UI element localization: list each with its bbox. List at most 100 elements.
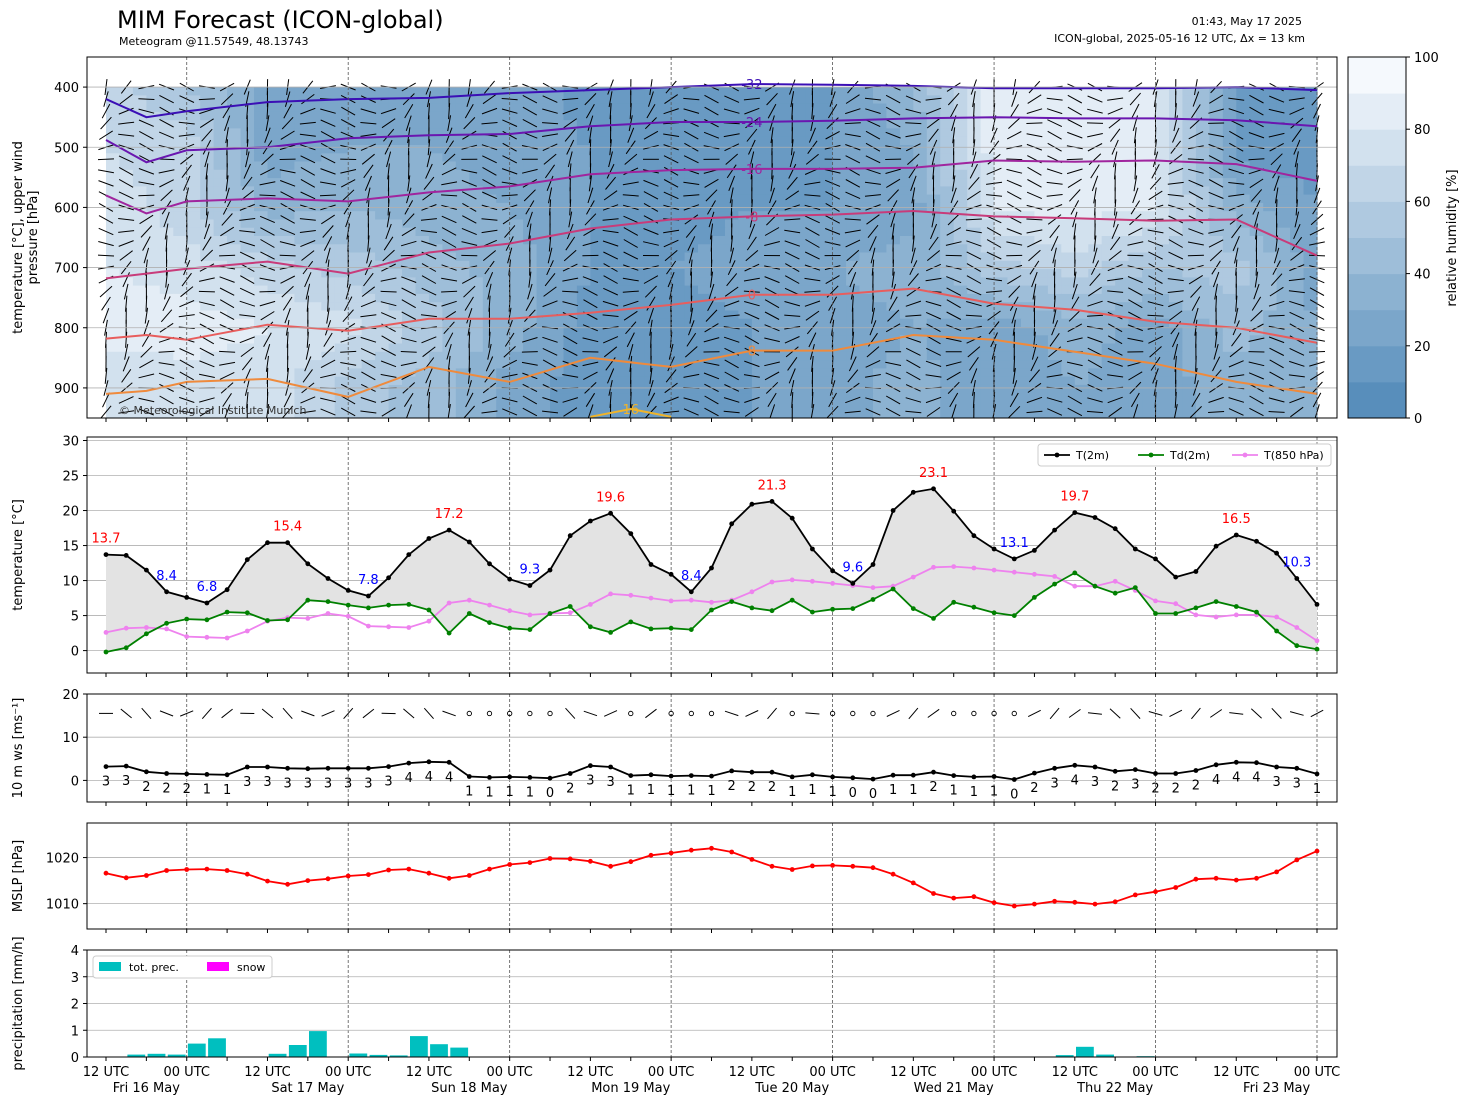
wind-barb — [142, 236, 151, 251]
humidity-cell — [738, 302, 753, 312]
humidity-cell — [1007, 252, 1022, 262]
humidity-cell — [980, 161, 995, 171]
humidity-cell — [778, 384, 793, 394]
humidity-cell — [846, 211, 861, 221]
humidity-cell — [469, 327, 484, 336]
humidity-cell — [213, 128, 228, 138]
humidity-cell — [1101, 376, 1116, 386]
wind-barb — [401, 287, 417, 296]
humidity-cell — [671, 327, 686, 336]
wind-barb — [441, 277, 458, 282]
humidity-cell — [886, 111, 901, 121]
humidity-cell — [1249, 178, 1264, 187]
humidity-cell — [1074, 318, 1089, 328]
humidity-cell — [1276, 335, 1291, 345]
humidity-cell — [523, 360, 538, 369]
humidity-cell — [375, 178, 390, 187]
wind-barb — [623, 239, 638, 248]
humidity-cell — [805, 318, 820, 328]
humidity-cell — [132, 327, 147, 336]
humidity-cell — [913, 244, 928, 254]
humidity-cell — [819, 169, 834, 179]
humidity-cell — [1303, 236, 1318, 245]
humidity-cell — [832, 219, 847, 229]
humidity-cell — [630, 153, 645, 163]
wind-barb — [1066, 337, 1083, 343]
humidity-cell — [1290, 219, 1305, 229]
wind-barb — [99, 130, 113, 140]
humidity-cell — [536, 285, 551, 295]
humidity-cell — [280, 236, 295, 245]
humidity-cell — [1142, 368, 1157, 378]
humidity-cell — [1290, 368, 1305, 378]
humidity-cell — [1142, 211, 1157, 221]
wind-barb — [745, 250, 759, 262]
humidity-cell — [980, 227, 995, 237]
wind-barb — [647, 307, 654, 324]
humidity-cell — [630, 111, 645, 121]
humidity-cell — [1128, 95, 1143, 105]
humidity-cell — [442, 401, 457, 411]
wind-barb — [788, 163, 797, 179]
humidity-cell — [980, 178, 995, 187]
humidity-cell — [1249, 169, 1264, 179]
humidity-cell — [644, 260, 659, 270]
humidity-cell — [173, 409, 188, 418]
humidity-cell — [886, 186, 901, 196]
humidity-cell — [859, 277, 874, 287]
wind-barb — [749, 151, 755, 168]
humidity-cell — [832, 120, 847, 130]
humidity-cell — [509, 384, 524, 394]
wind-barb — [966, 275, 982, 284]
wind-barb — [123, 283, 129, 300]
humidity-cell — [1209, 161, 1224, 171]
humidity-cell — [671, 219, 686, 229]
humidity-cell — [334, 277, 349, 287]
wind-barb — [461, 191, 477, 200]
wind-barb — [360, 122, 377, 125]
humidity-cell — [146, 409, 161, 418]
humidity-cell — [509, 360, 524, 369]
humidity-cell — [1034, 219, 1049, 229]
humidity-cell — [738, 169, 753, 179]
humidity-cell — [1088, 169, 1103, 179]
humidity-cell — [159, 186, 174, 196]
humidity-cell — [106, 252, 121, 262]
humidity-cell — [1142, 103, 1157, 113]
wind-barb — [1028, 249, 1041, 262]
humidity-cell — [294, 111, 309, 121]
humidity-cell — [630, 87, 645, 96]
wind-barb — [810, 115, 815, 132]
humidity-cell — [603, 318, 618, 328]
humidity-cell — [994, 169, 1009, 179]
humidity-cell — [765, 277, 780, 287]
humidity-cell — [173, 260, 188, 270]
humidity-cell — [469, 384, 484, 394]
humidity-cell — [980, 401, 995, 411]
humidity-cell — [361, 351, 376, 361]
humidity-cell — [738, 293, 753, 303]
humidity-cell — [953, 285, 968, 295]
humidity-cell — [657, 186, 672, 196]
humidity-cell — [671, 252, 686, 262]
wind-barb — [481, 218, 498, 221]
humidity-cell — [415, 343, 430, 353]
humidity-cell — [576, 120, 591, 130]
humidity-cell — [725, 277, 740, 287]
humidity-cell — [267, 393, 282, 403]
humidity-cell — [859, 302, 874, 312]
humidity-cell — [1195, 343, 1210, 353]
humidity-cell — [1303, 285, 1318, 295]
humidity-cell — [146, 87, 161, 96]
humidity-cell — [294, 335, 309, 345]
humidity-cell — [994, 236, 1009, 245]
humidity-cell — [321, 327, 336, 336]
humidity-cell — [146, 227, 161, 237]
humidity-cell — [186, 318, 201, 328]
wind-barb — [888, 296, 898, 311]
humidity-cell — [1209, 236, 1224, 245]
wind-barb — [967, 346, 981, 358]
wind-barb — [705, 309, 718, 322]
humidity-cell — [159, 376, 174, 386]
humidity-cell — [119, 227, 134, 237]
